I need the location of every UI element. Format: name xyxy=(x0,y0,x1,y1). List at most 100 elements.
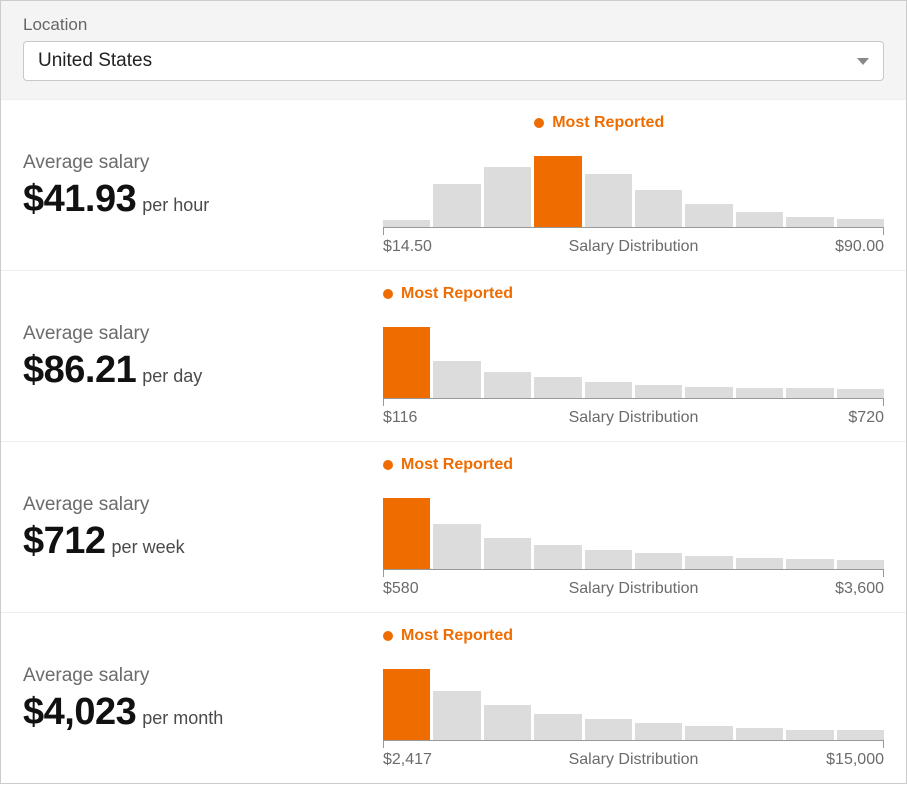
chart-bar xyxy=(635,723,682,740)
salary-row: Average salary$86.21per dayMost Reported… xyxy=(1,271,906,442)
chart-bars xyxy=(383,655,884,741)
chart-bar xyxy=(534,156,581,227)
chart-bar xyxy=(484,705,531,740)
chart-bar xyxy=(433,691,480,740)
most-reported-legend: Most Reported xyxy=(383,285,513,303)
salary-row: Average salary $41.93 per hour Most Reporte… xyxy=(1,100,906,271)
salary-distribution-chart: Most Reported$2,417Salary Distribution$1… xyxy=(383,625,884,783)
avg-salary-value: $712 xyxy=(23,520,106,563)
avg-salary-unit: per week xyxy=(112,537,185,558)
chart-bar xyxy=(786,217,833,227)
chart-bar xyxy=(383,498,430,569)
axis-max: $90.00 xyxy=(835,238,884,256)
avg-salary-value: $86.21 xyxy=(23,349,136,392)
avg-salary-value-line: $86.21 per day xyxy=(23,349,383,392)
location-selected-value: United States xyxy=(38,50,152,72)
chart-bar xyxy=(837,219,884,227)
location-label: Location xyxy=(23,15,884,35)
avg-salary-value: $41.93 xyxy=(23,178,136,221)
chart-bar xyxy=(383,220,430,227)
chart-bar xyxy=(685,387,732,398)
chart-bars xyxy=(383,484,884,570)
avg-salary-label: Average salary xyxy=(23,494,383,516)
chevron-down-icon xyxy=(857,58,869,65)
avg-salary-value-line: $712 per week xyxy=(23,520,383,563)
location-panel: Location United States xyxy=(1,1,906,100)
chart-bar xyxy=(837,730,884,740)
chart-bar xyxy=(786,388,833,398)
chart-bar xyxy=(685,204,732,227)
chart-bar xyxy=(534,545,581,569)
salary-distribution-chart: Most Reported $580 Salary Distribution $3,6… xyxy=(383,454,884,612)
chart-axis-labels: $2,417Salary Distribution$15,000 xyxy=(383,751,884,783)
chart-bar xyxy=(534,714,581,740)
axis-tick xyxy=(383,398,384,406)
most-reported-label: Most Reported xyxy=(401,456,513,474)
axis-caption: Salary Distribution xyxy=(569,751,699,769)
most-reported-legend: Most Reported xyxy=(534,114,664,132)
salary-distribution-chart: Most Reported $116Salary Distribution$720 xyxy=(383,283,884,441)
avg-salary-value-line: $4,023 per month xyxy=(23,691,383,734)
avg-salary-unit: per month xyxy=(142,708,223,729)
most-reported-label: Most Reported xyxy=(401,285,513,303)
axis-tick xyxy=(383,569,384,577)
salary-row: Average salary $712 per week Most Reported $… xyxy=(1,442,906,613)
chart-bar xyxy=(786,559,833,569)
chart-axis-labels: $14.50 Salary Distribution $90.00 xyxy=(383,238,884,270)
chart-bar xyxy=(736,388,783,398)
axis-caption: Salary Distribution xyxy=(569,238,699,256)
chart-bar xyxy=(736,212,783,227)
chart-bar xyxy=(635,553,682,569)
salary-widget: Location United States Average salary $41… xyxy=(0,0,907,784)
axis-max: $3,600 xyxy=(835,580,884,598)
chart-bar xyxy=(383,669,430,740)
salary-summary: Average salary $712 per week xyxy=(23,454,383,563)
chart-bar xyxy=(635,190,682,227)
chart-bar xyxy=(484,372,531,398)
avg-salary-label: Average salary xyxy=(23,665,383,687)
chart-bar xyxy=(685,556,732,569)
salary-summary: Average salary $41.93 per hour xyxy=(23,112,383,221)
chart-bar xyxy=(484,167,531,227)
salary-summary: Average salary$86.21per day xyxy=(23,283,383,392)
avg-salary-label: Average salary xyxy=(23,152,383,174)
axis-tick xyxy=(383,740,384,748)
most-reported-label: Most Reported xyxy=(401,627,513,645)
chart-bar xyxy=(736,558,783,569)
chart-bar xyxy=(837,560,884,569)
chart-bar xyxy=(433,524,480,569)
chart-bar xyxy=(433,184,480,227)
chart-bars xyxy=(383,313,884,399)
location-select[interactable]: United States xyxy=(23,41,884,81)
axis-min: $580 xyxy=(383,580,419,598)
chart-bar xyxy=(635,385,682,398)
chart-bar xyxy=(534,377,581,398)
chart-bar xyxy=(383,327,430,398)
axis-min: $2,417 xyxy=(383,751,432,769)
salary-summary: Average salary $4,023 per month xyxy=(23,625,383,734)
most-reported-label: Most Reported xyxy=(552,114,664,132)
chart-bar xyxy=(736,728,783,740)
salary-distribution-chart: Most Reported $14.50 Salary Distribution $9… xyxy=(383,112,884,270)
most-reported-legend: Most Reported xyxy=(383,456,513,474)
axis-tick xyxy=(883,740,884,748)
salary-row: Average salary $4,023 per month Most Report… xyxy=(1,613,906,783)
dot-icon xyxy=(383,460,393,470)
avg-salary-unit: per day xyxy=(142,366,202,387)
chart-axis-labels: $116Salary Distribution$720 xyxy=(383,409,884,441)
axis-caption: Salary Distribution xyxy=(569,580,699,598)
avg-salary-unit: per hour xyxy=(142,195,209,216)
chart-bar xyxy=(585,550,632,569)
avg-salary-value-line: $41.93 per hour xyxy=(23,178,383,221)
dot-icon xyxy=(383,631,393,641)
most-reported-legend: Most Reported xyxy=(383,627,513,645)
chart-bar xyxy=(433,361,480,398)
dot-icon xyxy=(383,289,393,299)
axis-tick xyxy=(883,569,884,577)
axis-tick xyxy=(883,227,884,235)
chart-axis-labels: $580 Salary Distribution $3,600 xyxy=(383,580,884,612)
avg-salary-value: $4,023 xyxy=(23,691,136,734)
chart-bar xyxy=(484,538,531,569)
axis-tick xyxy=(383,227,384,235)
axis-min: $14.50 xyxy=(383,238,432,256)
